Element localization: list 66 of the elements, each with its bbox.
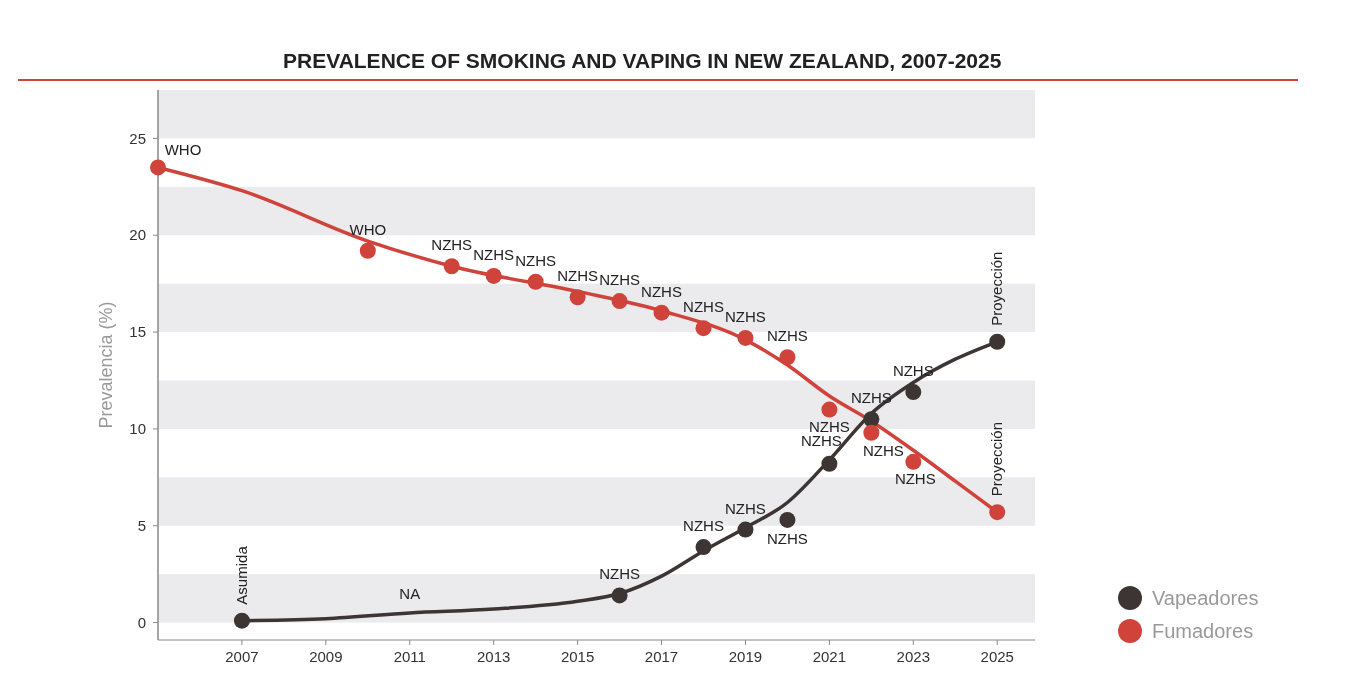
- point: [989, 333, 1006, 350]
- annotation: NZHS: [557, 267, 599, 285]
- annotation: NZHS: [894, 469, 936, 487]
- legend-label: Vapeadores: [1152, 587, 1259, 609]
- annotation: NZHS: [431, 236, 473, 254]
- annotation: NZHS: [850, 389, 892, 407]
- point: [905, 453, 922, 470]
- x-tick-label: 2025: [980, 648, 1014, 665]
- annotation: NZHS: [725, 307, 766, 325]
- annotation: NZHS: [725, 499, 766, 517]
- x-tick-label: 2009: [309, 648, 343, 665]
- x-tick-label: 2019: [728, 648, 763, 665]
- annotation: NZHS: [683, 517, 724, 535]
- point: [527, 273, 544, 290]
- y-tick-label: 10: [129, 420, 146, 438]
- annotation: Asumida: [232, 545, 250, 605]
- point: [611, 293, 628, 310]
- annotation: WHO: [164, 141, 202, 159]
- x-tick-label: 2021: [812, 648, 847, 665]
- x-tick-label: 2023: [896, 648, 930, 665]
- point: [359, 242, 376, 259]
- annotation: NZHS: [599, 565, 640, 583]
- point: [863, 424, 880, 441]
- point: [485, 267, 502, 284]
- point: [653, 304, 670, 321]
- annotation: NZHS: [767, 529, 808, 547]
- point: [821, 401, 838, 418]
- point: [233, 612, 250, 629]
- x-tick-label: 2017: [644, 648, 679, 665]
- annotation: WHO: [349, 220, 387, 238]
- point: [737, 521, 754, 538]
- y-tick-label: 25: [129, 129, 146, 147]
- annotation: NZHS: [599, 271, 640, 289]
- point: [863, 411, 880, 428]
- annotation: NZHS: [473, 245, 515, 263]
- legend-label: Fumadores: [1152, 620, 1254, 642]
- annotation: NZHS: [515, 251, 557, 269]
- point: [989, 504, 1006, 521]
- point: [150, 159, 166, 176]
- x-tick-label: 2011: [393, 648, 426, 665]
- y-axis-title: Prevalencia (%): [96, 301, 116, 429]
- x-tick-label: 2013: [477, 648, 511, 665]
- y-tick-label: 0: [137, 613, 146, 631]
- point: [821, 455, 838, 472]
- annotation: Proyección: [988, 251, 1006, 326]
- point: [905, 384, 922, 401]
- point: [569, 289, 586, 306]
- annotation: Proyección: [988, 421, 1006, 497]
- annotation: NZHS: [641, 282, 682, 300]
- point: [611, 587, 628, 604]
- annotation: NZHS: [862, 441, 904, 459]
- annotation: NZHS: [767, 327, 808, 345]
- point: [695, 539, 712, 556]
- point: [779, 511, 796, 528]
- point: [737, 329, 754, 346]
- chart-title: PREVALENCE OF SMOKING AND VAPING IN NEW ZEALAND, 2007-2025: [283, 49, 1002, 72]
- annotation: NZHS: [683, 298, 724, 316]
- y-tick-label: 20: [129, 226, 146, 244]
- annotation: NA: [399, 584, 421, 602]
- y-tick-label: 5: [137, 516, 146, 534]
- y-tick-label: 15: [129, 323, 146, 341]
- x-tick-label: 2007: [225, 648, 259, 665]
- x-tick-label: 2015: [560, 648, 595, 665]
- point: [443, 258, 460, 275]
- point: [779, 349, 796, 366]
- point: [695, 320, 712, 337]
